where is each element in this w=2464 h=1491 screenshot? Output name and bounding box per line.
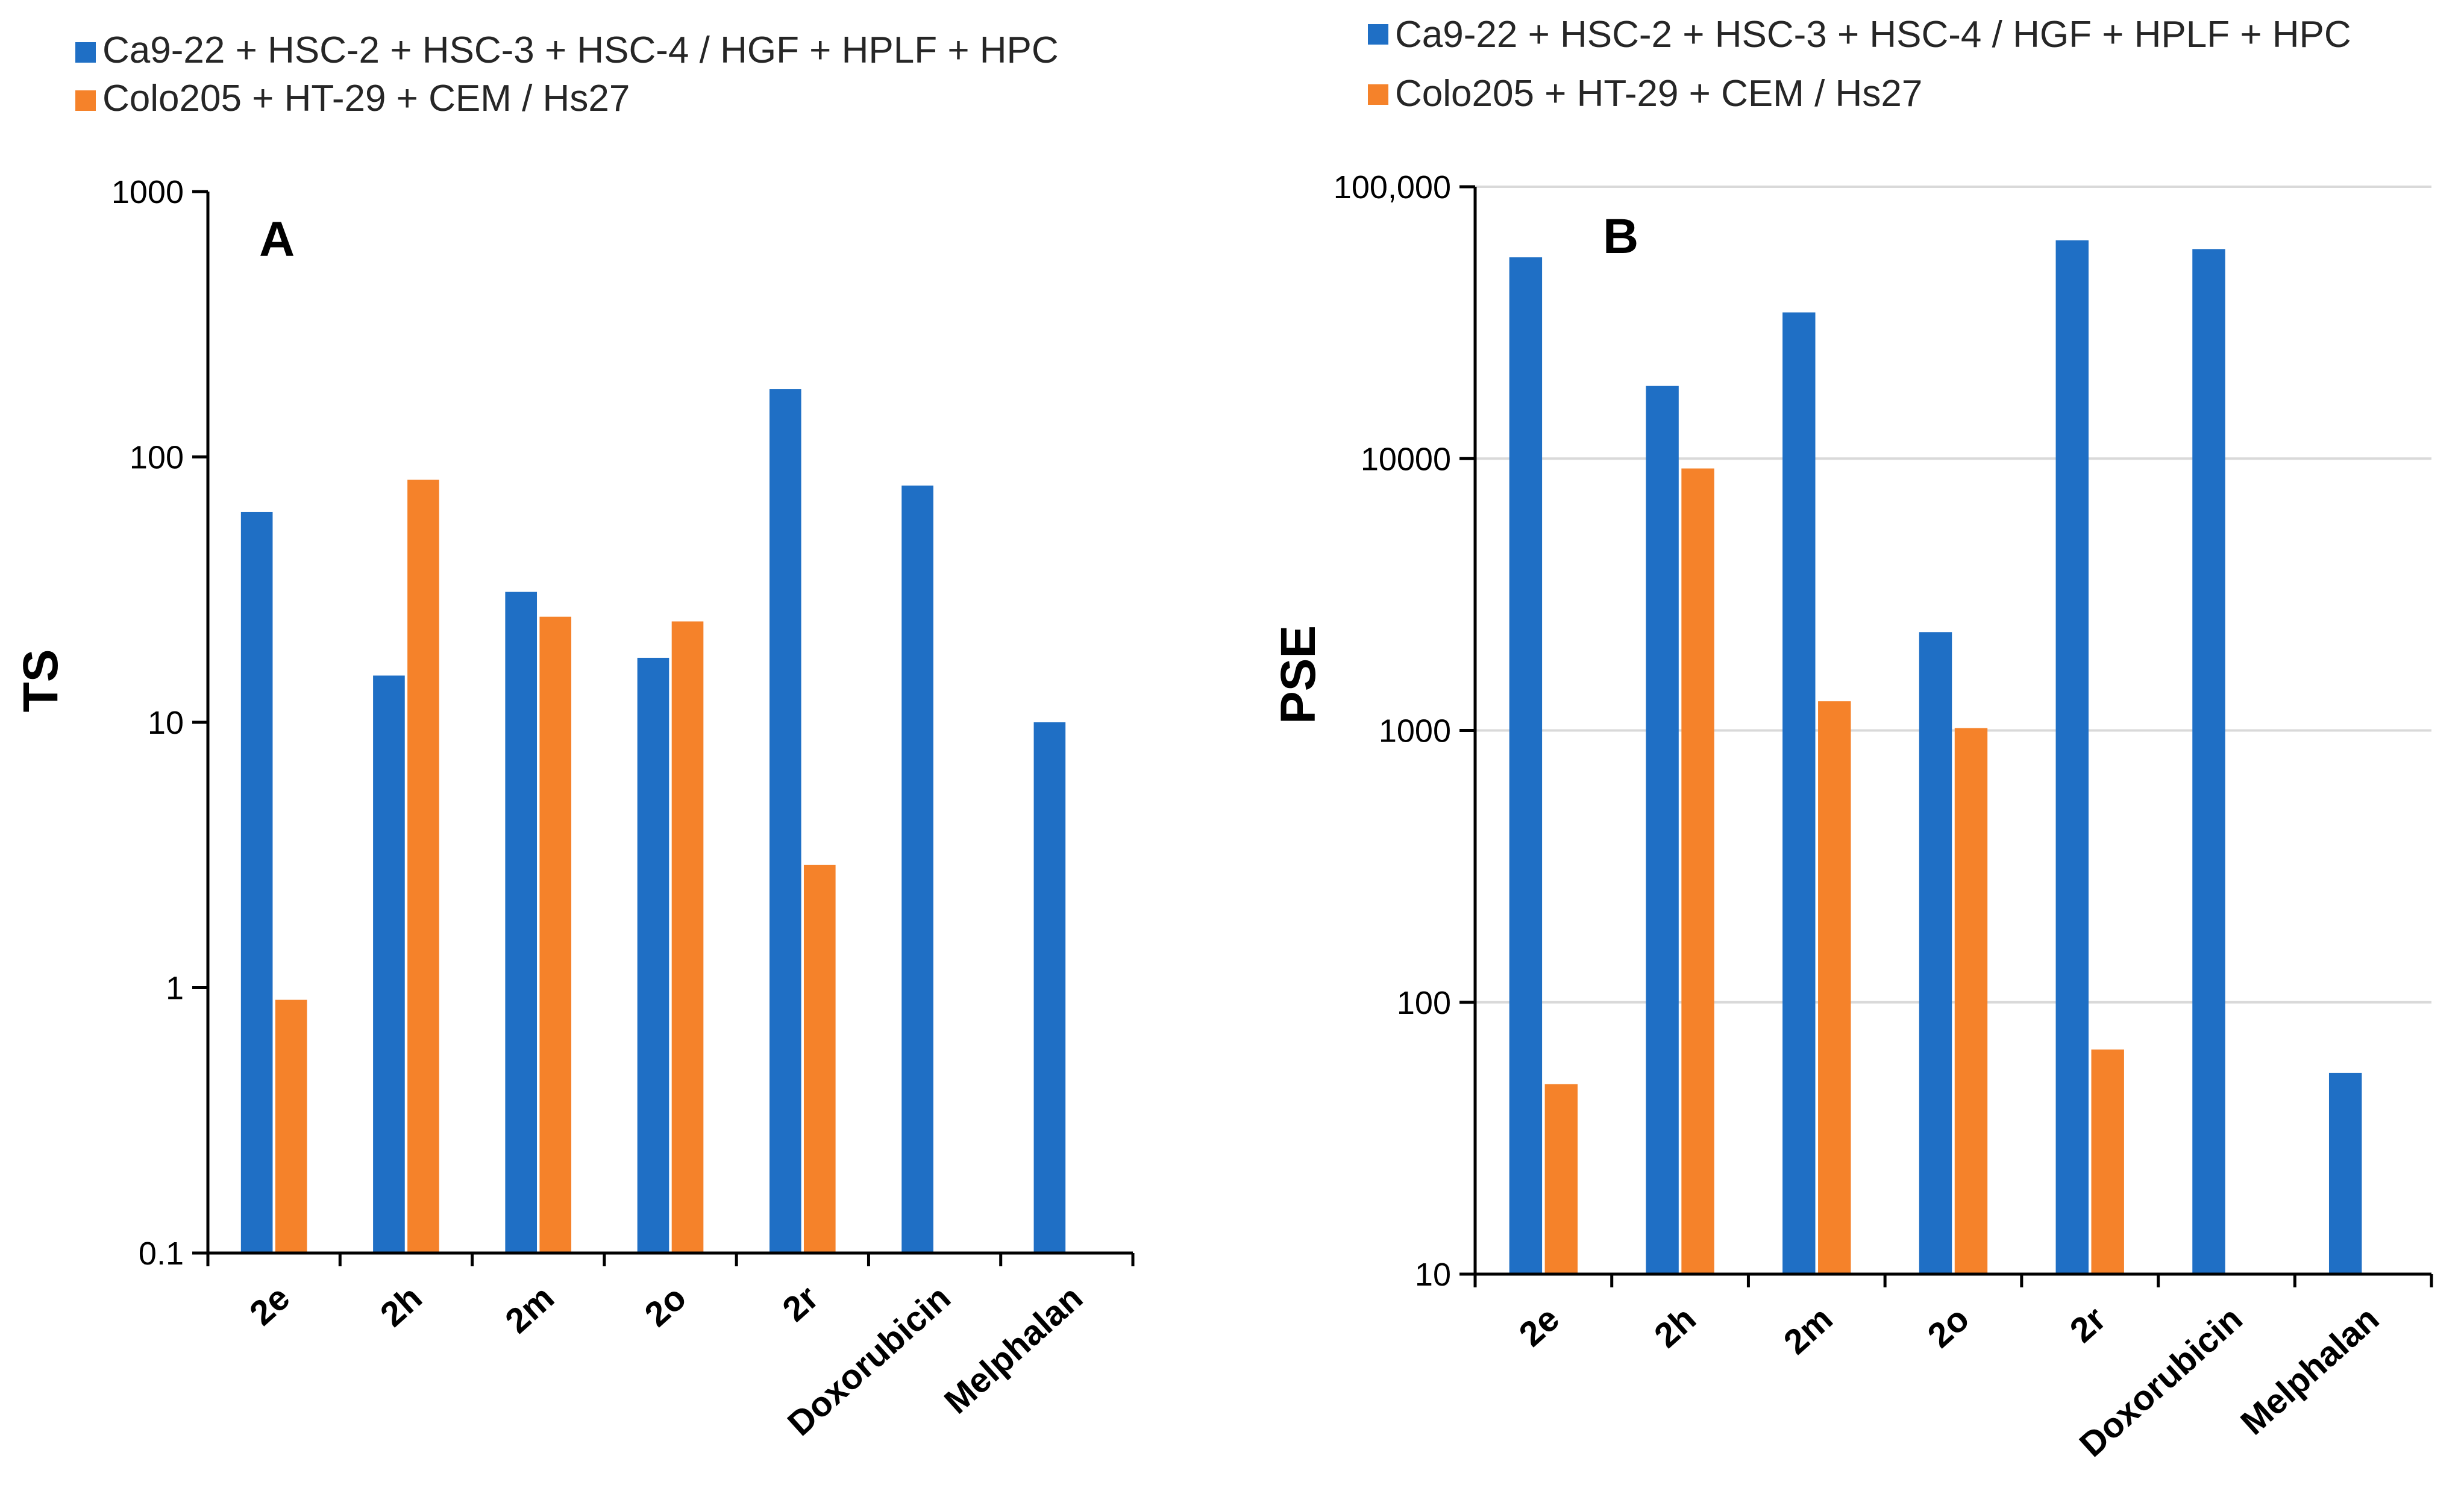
x-category-label: 2o xyxy=(637,1278,694,1334)
panel-letter: B xyxy=(1603,209,1638,264)
legend-swatch-series-2 xyxy=(1368,84,1388,105)
legend: Ca9-22 + HSC-2 + HSC-3 + HSC-4 / HGF + H… xyxy=(1368,14,2351,114)
y-tick-label: 0.1 xyxy=(139,1236,184,1272)
x-category-label: 2e xyxy=(1512,1299,1567,1354)
panel-letter: A xyxy=(259,212,295,267)
x-category-label: 2m xyxy=(498,1278,562,1340)
y-tick-label: 1000 xyxy=(1379,713,1451,749)
y-tick-label: 10 xyxy=(148,705,184,741)
x-category-label: 2r xyxy=(2063,1299,2113,1350)
bar-2o-series-2 xyxy=(671,621,704,1253)
chart-panel-a: Ca9-22 + HSC-2 + HSC-3 + HSC-4 / HGF + H… xyxy=(13,30,1135,1443)
y-axis-title: PSE xyxy=(1271,625,1326,724)
x-category-label: 2h xyxy=(1647,1299,1704,1355)
y-tick-label: 100 xyxy=(1397,985,1451,1021)
bar-2h-series-2 xyxy=(407,480,439,1253)
legend-label-series-1: Ca9-22 + HSC-2 + HSC-3 + HSC-4 / HGF + H… xyxy=(102,30,1059,71)
bar-2m-series-2 xyxy=(1818,701,1851,1274)
bar-2o-series-1 xyxy=(1919,632,1952,1274)
bar-2m-series-1 xyxy=(505,592,538,1253)
x-category-label: 2h xyxy=(373,1278,430,1334)
legend-swatch-series-2 xyxy=(75,90,96,111)
bar-2r-series-1 xyxy=(769,389,801,1253)
bar-2o-series-2 xyxy=(1954,728,1988,1274)
legend-swatch-series-1 xyxy=(1368,24,1388,45)
y-tick-label: 1000 xyxy=(111,174,184,210)
y-tick-label: 100 xyxy=(130,440,184,476)
bar-2e-series-1 xyxy=(1509,257,1543,1274)
bar-2h-series-1 xyxy=(373,675,405,1253)
x-category-label: 2o xyxy=(1920,1299,1977,1355)
x-category-label: Melphalan xyxy=(937,1278,1090,1421)
x-category-label: 2m xyxy=(1776,1299,1840,1361)
chart-panel-b: Ca9-22 + HSC-2 + HSC-3 + HSC-4 / HGF + H… xyxy=(1271,14,2433,1464)
y-tick-label: 1 xyxy=(166,971,184,1007)
bar-2h-series-1 xyxy=(1646,386,1679,1275)
gridlines xyxy=(1475,186,2431,1004)
bar-doxorubicin-series-1 xyxy=(901,486,933,1253)
bar-2r-series-1 xyxy=(2055,240,2089,1275)
bar-melphalan-series-1 xyxy=(1033,722,1066,1253)
bar-2e-series-2 xyxy=(1544,1084,1578,1274)
bar-2h-series-2 xyxy=(1681,468,1714,1274)
axes xyxy=(206,192,1133,1255)
bar-2m-series-2 xyxy=(539,616,572,1253)
bars xyxy=(1509,240,2362,1275)
bars xyxy=(240,389,1066,1254)
bar-2m-series-1 xyxy=(1782,312,1816,1275)
bar-melphalan-series-1 xyxy=(2328,1072,2362,1274)
x-category-label: Melphalan xyxy=(2233,1299,2386,1442)
y-axis-title: TS xyxy=(13,649,68,713)
legend-swatch-series-1 xyxy=(75,42,96,63)
x-category-label: 2e xyxy=(242,1278,297,1333)
legend-label-series-2: Colo205 + HT-29 + CEM / Hs27 xyxy=(102,78,630,119)
bar-2o-series-1 xyxy=(637,657,669,1253)
bar-doxorubicin-series-1 xyxy=(2192,249,2225,1274)
bar-2r-series-2 xyxy=(2091,1049,2124,1274)
bar-2r-series-2 xyxy=(803,864,836,1253)
legend-label-series-1: Ca9-22 + HSC-2 + HSC-3 + HSC-4 / HGF + H… xyxy=(1395,14,2351,55)
legend: Ca9-22 + HSC-2 + HSC-3 + HSC-4 / HGF + H… xyxy=(75,30,1059,119)
bar-2e-series-1 xyxy=(240,511,273,1254)
legend-label-series-2: Colo205 + HT-29 + CEM / Hs27 xyxy=(1395,73,1922,114)
y-ticks: 0.1 1 10 100 1000 xyxy=(111,174,208,1272)
y-ticks: 10 100 1000 10000 100,000 xyxy=(1334,169,1475,1293)
bar-2e-series-2 xyxy=(275,999,307,1253)
y-tick-label: 10000 xyxy=(1361,441,1451,477)
y-tick-label: 10 xyxy=(1415,1257,1451,1293)
y-tick-label: 100,000 xyxy=(1334,169,1451,205)
x-category-label: 2r xyxy=(775,1278,826,1329)
